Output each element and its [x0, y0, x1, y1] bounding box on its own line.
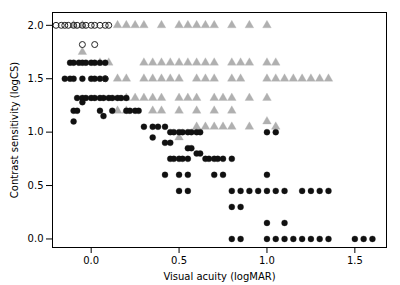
svg-text:Contrast sensitivity (logCS): Contrast sensitivity (logCS): [9, 62, 20, 198]
svg-text:1.5: 1.5: [28, 73, 44, 84]
svg-text:0.0: 0.0: [28, 233, 44, 244]
svg-text:0.5: 0.5: [28, 180, 44, 191]
svg-text:1.0: 1.0: [28, 126, 44, 137]
svg-text:0.5: 0.5: [171, 255, 187, 266]
svg-text:0.0: 0.0: [83, 255, 99, 266]
svg-text:2.0: 2.0: [28, 20, 44, 31]
svg-text:1.5: 1.5: [347, 255, 363, 266]
svg-text:Visual acuity (logMAR): Visual acuity (logMAR): [163, 271, 275, 282]
svg-text:1.0: 1.0: [259, 255, 275, 266]
